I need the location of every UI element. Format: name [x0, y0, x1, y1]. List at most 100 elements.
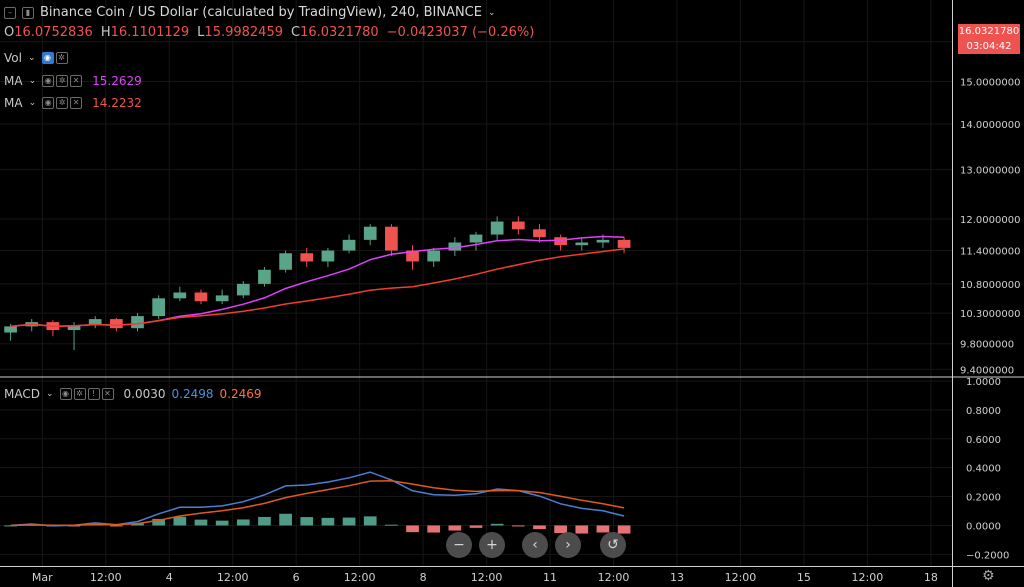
macd-histogram-bar	[173, 516, 187, 526]
close-label: C	[291, 25, 301, 40]
price-tick-label: 9.8000000	[960, 340, 1014, 351]
price-tick-label: 10.3000000	[960, 309, 1020, 320]
macd-histogram-bar	[448, 525, 462, 531]
macd-histogram-bar	[575, 525, 589, 534]
candle-body	[88, 319, 102, 326]
time-tick-label: 12:00	[217, 571, 249, 584]
candle-body	[427, 250, 441, 262]
candle-body	[258, 269, 271, 284]
reset-icon: ↺	[607, 537, 619, 553]
ma1-label[interactable]: MA	[4, 74, 23, 88]
time-tick-label: 12:00	[344, 571, 376, 584]
chevron-down-icon[interactable]: ⌄	[28, 98, 37, 108]
reset-chart-button[interactable]: ↺	[600, 532, 626, 558]
gear-icon[interactable]: ✲	[56, 75, 69, 87]
flag-icon[interactable]: ▮	[22, 6, 34, 19]
price-tick-label: 13.0000000	[960, 166, 1020, 177]
eye-icon[interactable]: ◉	[59, 388, 72, 400]
macd-label[interactable]: MACD	[4, 387, 40, 401]
price-tick-label: 11.4000000	[960, 247, 1020, 258]
collapse-icon[interactable]: –	[4, 6, 16, 19]
high-value: 16.1101129	[110, 25, 190, 40]
macd-histogram-bar	[385, 524, 398, 526]
macd-tick-label: 0.8000	[966, 406, 1001, 417]
macd-histogram-bar	[469, 525, 483, 528]
candle-body	[342, 239, 356, 251]
macd-histogram-bar	[342, 517, 356, 526]
candle-body	[4, 326, 17, 333]
time-tick-label: 12:00	[90, 571, 122, 584]
macd-hist-value: 0.0030	[123, 387, 166, 401]
candle-body	[236, 283, 250, 296]
time-tick-label: 8	[420, 571, 427, 584]
close-icon[interactable]: ✕	[70, 75, 83, 87]
macd-histogram-bar	[427, 525, 441, 533]
symbol-title[interactable]: Binance Coin / US Dollar (calculated by …	[40, 5, 482, 20]
price-tick-label: 15.0000000	[960, 77, 1020, 88]
gear-icon[interactable]: ✲	[73, 388, 86, 400]
chevron-down-icon[interactable]: ⌄	[28, 76, 37, 86]
macd-histogram-bar	[300, 517, 314, 526]
price-tick-label: 10.8000000	[960, 280, 1020, 291]
zoom-in-button[interactable]: +	[479, 532, 505, 558]
chevron-right-icon: ›	[565, 537, 571, 553]
vol-legend: Vol ⌄ ◉ ✲	[4, 51, 68, 65]
ma2-line	[10, 248, 625, 328]
macd-histogram-bar	[279, 513, 292, 526]
zoom-out-button[interactable]: −	[446, 532, 472, 558]
macd-histogram-bar	[215, 520, 229, 526]
info-icon[interactable]: !	[87, 388, 100, 400]
eye-icon[interactable]: ◉	[42, 97, 55, 109]
macd-histogram-bar	[236, 519, 250, 526]
close-icon[interactable]: ✕	[101, 388, 114, 400]
candle-body	[385, 226, 398, 251]
price-tick-label: 14.0000000	[960, 120, 1020, 131]
macd-line	[10, 471, 625, 527]
candle-body	[152, 298, 166, 317]
candle-body	[596, 239, 610, 243]
macd-histogram-bar	[533, 525, 546, 530]
close-value: 16.0321780	[300, 25, 379, 40]
chevron-down-icon[interactable]: ⌄	[45, 389, 54, 399]
candle-body	[448, 242, 462, 251]
price-tick-label: 9.4000000	[960, 365, 1014, 376]
scroll-left-button[interactable]: ‹	[522, 532, 548, 558]
candle-body	[67, 325, 81, 331]
candle-body	[511, 221, 525, 230]
macd-histogram-bar	[511, 525, 525, 527]
macd-histogram-bar	[4, 525, 17, 527]
settings-gear-icon[interactable]: ⚙	[982, 568, 995, 584]
macd-tick-label: 0.0000	[966, 521, 1001, 532]
open-label: O	[4, 25, 15, 40]
plus-icon: +	[486, 537, 498, 553]
ma2-legend: MA ⌄ ◉ ✲ ✕ 14.2232	[4, 96, 142, 110]
eye-icon[interactable]: ◉	[42, 75, 55, 87]
time-tick-label: 11	[543, 571, 557, 584]
candle-body	[215, 295, 229, 302]
macd-tick-label: 0.4000	[966, 464, 1001, 475]
open-value: 16.0752836	[14, 25, 93, 40]
macd-histogram-bar	[194, 519, 208, 526]
candle-body	[363, 226, 377, 240]
ma2-label[interactable]: MA	[4, 96, 23, 110]
candle-body	[173, 292, 187, 299]
candle-body	[490, 221, 504, 235]
ma1-legend: MA ⌄ ◉ ✲ ✕ 15.2629	[4, 74, 142, 88]
gear-icon[interactable]: ✲	[56, 97, 69, 109]
macd-tick-label: 0.6000	[966, 435, 1001, 446]
chevron-left-icon: ‹	[532, 537, 538, 553]
time-tick-label: 4	[166, 571, 173, 584]
vol-label[interactable]: Vol	[4, 51, 22, 65]
candle-body	[575, 242, 589, 246]
scroll-right-button[interactable]: ›	[555, 532, 581, 558]
chevron-down-icon[interactable]: ⌄	[27, 53, 36, 63]
chevron-down-icon[interactable]: ⌄	[487, 7, 496, 18]
gear-icon[interactable]: ✲	[55, 52, 68, 64]
close-icon[interactable]: ✕	[70, 97, 83, 109]
change-value: −0.0423037 (−0.26%)	[386, 25, 535, 40]
eye-icon[interactable]: ◉	[41, 52, 54, 64]
macd-tick-label: 1.0000	[966, 377, 1001, 388]
time-tick-label: 15	[797, 571, 811, 584]
macd-histogram-bar	[406, 525, 419, 533]
